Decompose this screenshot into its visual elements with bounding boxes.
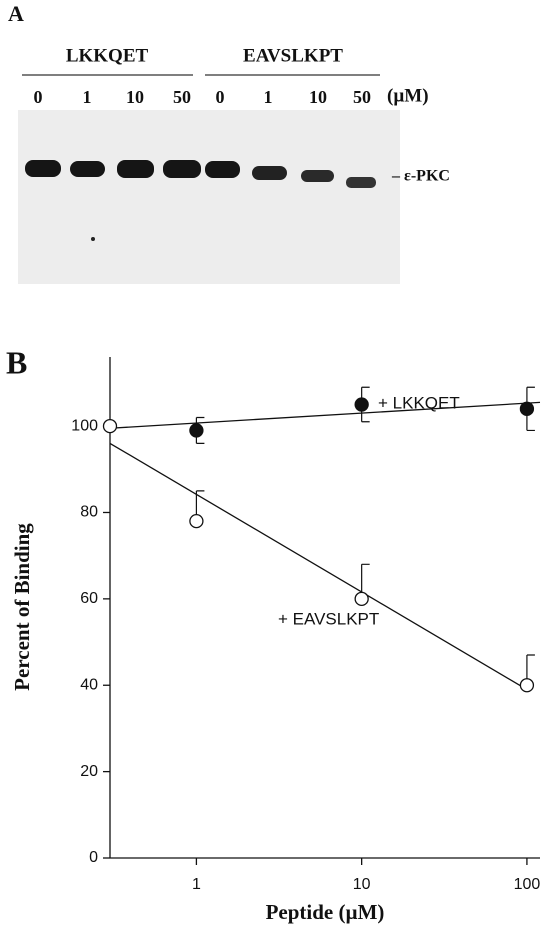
- series-label: + EAVSLKPT: [278, 609, 379, 628]
- fit-line: [110, 443, 527, 689]
- marker: [355, 592, 368, 605]
- fit-line: [110, 402, 540, 428]
- y-tick-label: 40: [80, 676, 98, 693]
- blot: [18, 110, 400, 284]
- speck: [91, 237, 95, 241]
- y-tick-label: 20: [80, 763, 98, 780]
- y-tick-label: 60: [80, 590, 98, 607]
- band: [117, 160, 154, 178]
- marker: [190, 424, 203, 437]
- lane-label: 50: [353, 87, 371, 107]
- group-label: LKKQET: [66, 45, 149, 66]
- lane-label: 10: [126, 87, 144, 107]
- x-tick-label: 1: [192, 876, 201, 893]
- marker: [104, 420, 117, 433]
- marker: [355, 398, 368, 411]
- y-axis-label: Percent of Binding: [10, 523, 34, 691]
- marker: [520, 402, 533, 415]
- x-tick-label: 10: [353, 876, 371, 893]
- x-tick-label: 100: [514, 876, 541, 893]
- band: [163, 160, 201, 178]
- band: [205, 161, 240, 178]
- figure: A LKKQET EAVSLKPT 011050011050 (µM) – ε-…: [0, 0, 542, 926]
- band: [252, 166, 287, 180]
- x-axis-label: Peptide (µM): [266, 900, 385, 924]
- band: [25, 160, 61, 177]
- band: [301, 170, 334, 182]
- lane-label: 1: [264, 87, 273, 107]
- panel-label: B: [6, 344, 27, 380]
- band-label: – ε-PKC: [391, 168, 450, 185]
- marker: [520, 679, 533, 692]
- band: [346, 177, 376, 188]
- unit-label: (µM): [387, 85, 429, 106]
- lane-label: 10: [309, 87, 327, 107]
- panel-label: A: [8, 1, 24, 26]
- y-tick-label: 80: [80, 504, 98, 521]
- band: [70, 161, 105, 177]
- lane-label: 1: [83, 87, 92, 107]
- group-label: EAVSLKPT: [243, 45, 343, 66]
- marker: [190, 515, 203, 528]
- y-tick-label: 0: [89, 849, 98, 866]
- lane-labels: 0 1 10 50 0 1 10 50: [34, 87, 372, 107]
- y-tick-label: 100: [71, 417, 98, 434]
- lane-label: 0: [34, 87, 43, 107]
- lane-label: 50: [173, 87, 191, 107]
- series-label: + LKKQET: [378, 393, 460, 412]
- lane-label: 0: [216, 87, 225, 107]
